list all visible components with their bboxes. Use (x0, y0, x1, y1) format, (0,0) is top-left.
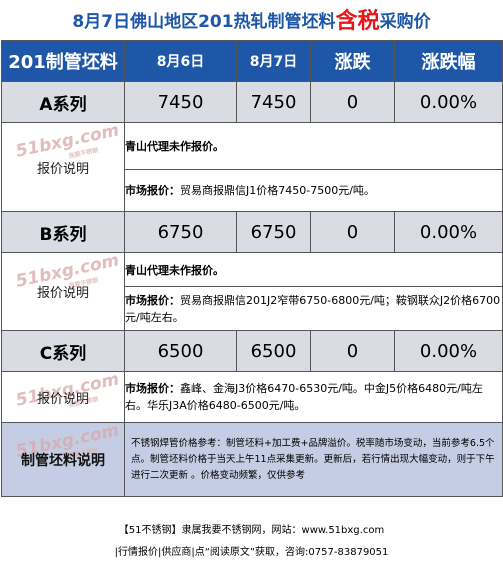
series-row-a: A系列 7450 7450 0 0.00% (1, 81, 503, 123)
series-name: C系列 (1, 330, 125, 372)
footer-row: 51bxg.com 我要不锈钢 制管坯料说明 不锈钢焊管价格参考：制管坯料+加工费… (1, 420, 503, 497)
price-table: 201制管坯料 8月6日 8月7日 涨跌 涨跌幅 A系列 7450 7450 0… (1, 40, 503, 497)
prev-price: 6500 (124, 330, 237, 372)
series-name: A系列 (1, 81, 125, 123)
market-note: 市场报价：贸易商报鼎信J1价格7450-7500元/吨。 (124, 169, 503, 212)
title-highlight: 含税 (335, 9, 380, 34)
note-text-1: 青山代理未作报价。 (124, 252, 503, 287)
price-pct: 0.00% (394, 330, 503, 372)
title-prefix: 8月7日佛山地区201热轧制管坯料 (72, 11, 336, 32)
price-pct: 0.00% (394, 81, 503, 123)
bottom-line-2: |行情报价|供应商|点“阅读原文”获取，咨询:0757-83879051 (114, 547, 389, 558)
note-text-1: 青山代理未作报价。 (124, 122, 503, 170)
market-note: 市场报价：鑫峰、金海J3价格6470-6530元/吨。中金J5价格6480元/吨… (124, 371, 503, 423)
series-row-b: B系列 6750 6750 0 0.00% (1, 211, 503, 253)
header-row: 201制管坯料 8月6日 8月7日 涨跌 涨跌幅 (1, 40, 503, 82)
note-label-cell: 51bxg.com 我要不锈钢 报价说明 (1, 369, 125, 423)
note-row-a2: 市场报价：贸易商报鼎信J1价格7450-7500元/吨。 (2, 169, 503, 212)
note-label-cell: 51bxg.com 我要不锈钢 报价说明 (1, 250, 125, 331)
note-label-cell: 51bxg.com 我要不锈钢 报价说明 (1, 120, 125, 212)
header-prev-date: 8月6日 (124, 40, 237, 82)
note-row-a1: 51bxg.com 我要不锈钢 报价说明 青山代理未作报价。 (1, 120, 503, 212)
header-change: 涨跌 (310, 40, 395, 82)
note-row-b1: 51bxg.com 我要不锈钢 报价说明 青山代理未作报价。 (1, 250, 503, 331)
market-note: 市场报价：贸易商报鼎信201J2窄带6750-6800元/吨；鞍钢联众J2价格6… (124, 286, 503, 331)
note-label: 报价说明 (36, 161, 89, 177)
price-change: 0 (310, 330, 395, 372)
series-row-c: C系列 6500 6500 0 0.00% (1, 330, 503, 372)
bottom-info: 【51不锈钢】隶属我要不锈钢网，网站：www.51bxg.com |行情报价|供… (0, 520, 503, 564)
title-suffix: 采购价 (379, 11, 431, 32)
footer-note: 不锈钢焊管价格参考：制管坯料+加工费+品牌溢价。税率随市场变动，当前参考6.5个… (124, 422, 503, 497)
prev-price: 7450 (124, 81, 237, 123)
footer-label-cell: 51bxg.com 我要不锈钢 制管坯料说明 (1, 420, 125, 497)
note-label: 报价说明 (36, 391, 89, 407)
footer-label: 制管坯料说明 (21, 452, 105, 469)
price-change: 0 (310, 211, 395, 253)
bottom-line-1: 【51不锈钢】隶属我要不锈钢网，网站：www.51bxg.com (118, 525, 385, 536)
page-title: 8月7日佛山地区201热轧制管坯料 含税 采购价 (0, 0, 503, 38)
curr-price: 6500 (236, 330, 311, 372)
series-name: B系列 (1, 211, 125, 253)
header-pct: 涨跌幅 (394, 40, 503, 82)
curr-price: 6750 (236, 211, 311, 253)
header-product: 201制管坯料 (1, 40, 125, 82)
price-change: 0 (310, 81, 395, 123)
note-row-b2: 市场报价：贸易商报鼎信201J2窄带6750-6800元/吨；鞍钢联众J2价格6… (2, 286, 503, 331)
note-row-c: 51bxg.com 我要不锈钢 报价说明 市场报价：鑫峰、金海J3价格6470-6… (1, 369, 503, 423)
curr-price: 7450 (236, 81, 311, 123)
prev-price: 6750 (124, 211, 237, 253)
note-label: 报价说明 (36, 286, 89, 301)
price-pct: 0.00% (394, 211, 503, 253)
header-curr-date: 8月7日 (236, 40, 311, 82)
